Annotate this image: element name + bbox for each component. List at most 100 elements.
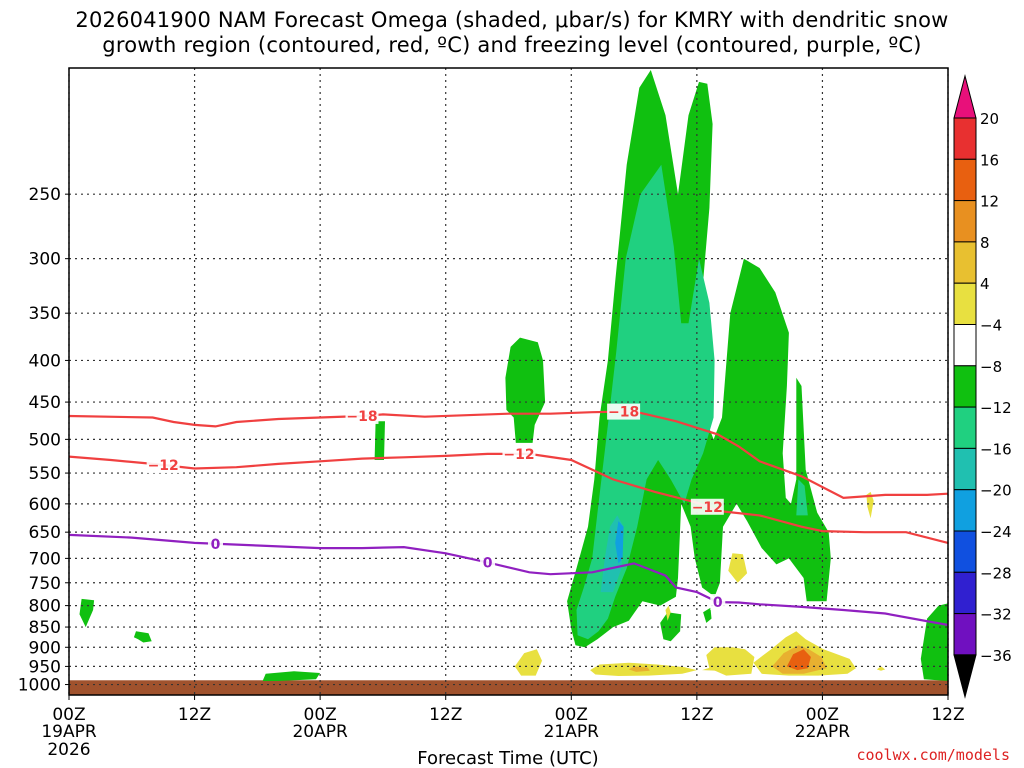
colorbar-segment-9 (953, 489, 977, 532)
x-tick-date-0-1: 2026 (47, 740, 90, 760)
omega-region-rise-yellow-9 (876, 666, 886, 671)
colorbar-segment-5 (953, 324, 977, 367)
contour-label-bg-2-1 (480, 554, 496, 571)
y-axis: 2503003504004505005506006507007508008509… (18, 185, 69, 696)
contour-label-bg-2-2 (710, 594, 726, 611)
contour-label-bg-1-1 (502, 445, 536, 462)
colorbar-label-8: −16 (980, 440, 1012, 458)
colorbar-label-9: −20 (980, 482, 1012, 500)
x-tick-label-12: 12Z (178, 705, 211, 725)
x-axis-label: Forecast Time (UTC) (417, 748, 598, 768)
y-tick-label-650: 650 (29, 523, 61, 543)
y-tick-label-750: 750 (29, 574, 61, 594)
x-tick-date-24-0: 20APR (292, 722, 348, 742)
colorbar-segment-6 (953, 365, 977, 408)
y-tick-label-800: 800 (29, 597, 61, 617)
contour-label-bg-0-0 (345, 407, 379, 424)
omega-region-main-teal-2 (796, 479, 808, 516)
colorbar-label-1: 16 (980, 151, 999, 169)
colorbar-segment-11 (953, 571, 977, 615)
contour-0-line (68, 533, 949, 627)
x-tick-date-48-0: 21APR (544, 722, 600, 742)
colorbar-label-7: −12 (980, 399, 1012, 417)
plot-frame (68, 67, 949, 696)
omega-region-main-green-6 (79, 598, 95, 628)
y-tick-label-350: 350 (29, 304, 61, 324)
chart-title: 2026041900 NAM Forecast Omega (shaded, μ… (75, 8, 949, 57)
colorbar-label-4: 4 (980, 275, 990, 293)
credit-text: coolwx.com/models (856, 746, 1010, 764)
contour-label-0-2: 0 (713, 595, 723, 611)
omega-region-rise-yellow-4 (706, 647, 755, 676)
y-tick-label-400: 400 (29, 351, 61, 371)
colorbar-segment-10 (953, 530, 977, 573)
omega-region-rise-orange (628, 666, 650, 672)
y-tick-label-850: 850 (29, 618, 61, 638)
contour-label-bg-1-0 (146, 457, 180, 474)
x-tick-label-48: 00Z (555, 705, 588, 725)
ground-fill (69, 680, 948, 695)
x-tick-label-72: 00Z (806, 705, 839, 725)
y-tick-label-500: 500 (29, 430, 61, 450)
omega-region-main-green-9 (920, 603, 948, 681)
contour-label-0-0: 0 (211, 537, 221, 553)
colorbar-label-13: −36 (980, 647, 1012, 665)
contour-label-0-1: 0 (483, 555, 493, 571)
colorbar-label-10: −24 (980, 523, 1012, 541)
x-tick-label-60: 12Z (680, 705, 713, 725)
omega-region-rise-yellow-3 (514, 649, 542, 676)
colorbar-segment-2 (953, 200, 977, 243)
y-tick-label-950: 950 (29, 657, 61, 677)
contour--12-line (68, 452, 949, 544)
contour-label--18-1: −18 (608, 405, 639, 421)
colorbar-bottom-arrow (953, 654, 977, 699)
x-tick-date-72-0: 22APR (795, 722, 851, 742)
colorbar-label-0: 20 (980, 110, 999, 128)
omega-region-rise-yellow-6 (728, 553, 748, 583)
contour-label--18-0: −18 (346, 409, 377, 425)
omega-region-main-green-8 (262, 671, 321, 681)
colorbar-label-2: 12 (980, 193, 999, 211)
colorbar-segment-12 (953, 613, 977, 656)
omega-region-main-green-5 (374, 421, 385, 460)
grid-lines (68, 68, 949, 695)
colorbar: 20 16 12 8 4 −4 −8 −12 −16 −20 −24 −28 −32 −36 (953, 74, 1012, 699)
colorbar-segment-4 (953, 282, 977, 326)
colorbar-segment-1 (953, 158, 977, 202)
omega-region-rise-yellow-7 (866, 491, 874, 519)
contour-label-bg-2-0 (208, 535, 223, 552)
omega-region-rise-peak (786, 649, 811, 671)
colorbar-label-12: −32 (980, 606, 1012, 624)
omega-region-rise-yellow-8 (665, 605, 671, 621)
omega-region-main-green-7 (133, 631, 152, 643)
colorbar-label-6: −8 (980, 358, 1002, 376)
y-tick-label-1000: 1000 (18, 676, 61, 696)
y-tick-label-450: 450 (29, 393, 61, 413)
colorbar-label-3: 8 (980, 234, 990, 252)
contour-label--12-2: −12 (692, 500, 723, 516)
y-tick-label-700: 700 (29, 549, 61, 569)
colorbar-top-arrow (953, 74, 977, 119)
colorbar-segment-0 (953, 117, 977, 160)
contour-label-bg-1-2 (690, 498, 724, 515)
contour-label--12-1: −12 (503, 447, 534, 463)
omega-region-main-green-4 (505, 337, 546, 443)
plot-area (69, 70, 948, 695)
colorbar-segment-8 (953, 447, 977, 491)
colorbar-segment-3 (953, 241, 977, 284)
contour--18-line (68, 410, 949, 500)
colorbar-label-5: −4 (980, 317, 1002, 335)
y-tick-label-900: 900 (29, 638, 61, 658)
contour-label-bg-0-1 (607, 403, 641, 420)
y-tick-label-600: 600 (29, 495, 61, 515)
contour-lines: −18 −18 −12 −12 −12 0 0 0 (68, 403, 949, 627)
x-tick-label-0: 00Z (52, 705, 85, 725)
y-tick-label-550: 550 (29, 464, 61, 484)
colorbar-label-11: −28 (980, 564, 1012, 582)
x-tick-date-0-0: 19APR (41, 722, 97, 742)
x-tick-label-24: 00Z (304, 705, 337, 725)
x-tick-label-84: 12Z (931, 705, 964, 725)
x-tick-label-36: 12Z (429, 705, 462, 725)
